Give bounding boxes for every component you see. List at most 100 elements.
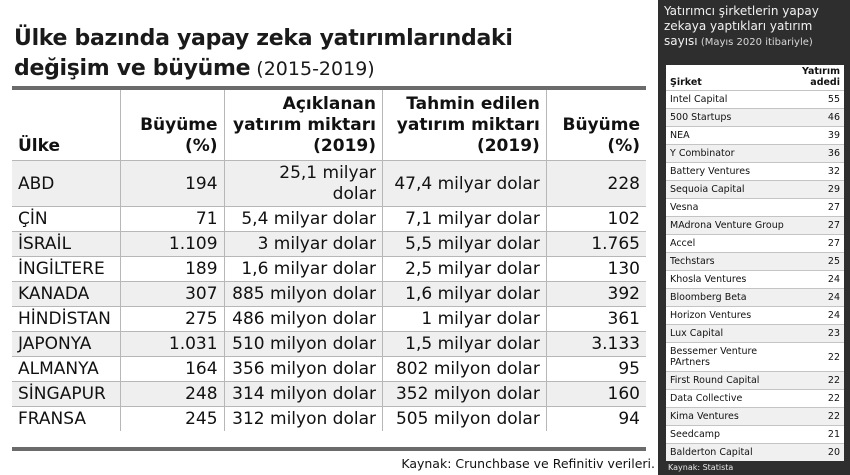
estimated-cell: 352 milyon dolar: [382, 381, 547, 407]
growth1-cell: 194: [120, 160, 225, 207]
company-cell: Bloomberg Beta: [666, 288, 794, 307]
company-cell: Khosla Ventures: [666, 270, 794, 289]
company-cell: Techstars: [666, 252, 794, 271]
table-row: ABD 194 25,1 milyar dolar 47,4 milyar dolar…: [12, 160, 646, 207]
investor-row: Kima Ventures 22: [666, 407, 844, 426]
growth2-cell: 1.765: [546, 231, 646, 257]
side-title-date: (Mayıs 2020 itibariyle): [697, 37, 813, 48]
investor-row: Khosla Ventures 24: [666, 270, 844, 289]
growth2-cell: 160: [546, 381, 646, 407]
investor-row: Techstars 25: [666, 252, 844, 271]
count-cell: 21: [794, 425, 844, 444]
company-cell: Kima Ventures: [666, 407, 794, 426]
country-cell: ABD: [12, 160, 121, 207]
growth1-cell: 245: [120, 406, 225, 431]
company-cell: First Round Capital: [666, 371, 794, 390]
investor-row: Data Collective 22: [666, 389, 844, 408]
growth1-cell: 248: [120, 381, 225, 407]
country-cell: KANADA: [12, 281, 121, 307]
growth2-cell: 130: [546, 256, 646, 282]
country-cell: ALMANYA: [12, 356, 121, 382]
count-cell: 22: [794, 371, 844, 390]
announced-cell: 1,6 milyar dolar: [224, 256, 384, 282]
announced-cell: 5,4 milyar dolar: [224, 206, 384, 232]
estimated-cell: 7,1 milyar dolar: [382, 206, 547, 232]
country-cell: FRANSA: [12, 406, 121, 431]
growth2-cell: 102: [546, 206, 646, 232]
investor-row: Lux Capital 23: [666, 324, 844, 343]
count-cell: 24: [794, 270, 844, 289]
table-row: SİNGAPUR 248 314 milyon dolar 352 milyon do…: [12, 381, 646, 407]
count-cell: 22: [794, 342, 844, 372]
company-cell: Sequoia Capital: [666, 180, 794, 199]
country-cell: İSRAİL: [12, 231, 121, 257]
main-title-years: (2015-2019): [250, 58, 375, 80]
announced-cell: 3 milyar dolar: [224, 231, 384, 257]
investor-row: Balderton Capital 20: [666, 443, 844, 461]
investor-row: Bloomberg Beta 24: [666, 288, 844, 307]
estimated-cell: 1,5 milyar dolar: [382, 331, 547, 357]
table-row: HİNDİSTAN 275 486 milyon dolar 1 milyar dol…: [12, 306, 646, 332]
investor-header-row: Şirket Yatırım adedi: [666, 66, 844, 91]
header-count: Yatırım adedi: [801, 66, 840, 88]
table-row: KANADA 307 885 milyon dolar 1,6 milyar dola…: [12, 281, 646, 307]
growth2-cell: 94: [546, 406, 646, 431]
growth1-cell: 164: [120, 356, 225, 382]
investor-row: Vesna 27: [666, 198, 844, 217]
header-growth-2: Büyüme (%): [546, 90, 646, 161]
table-row: FRANSA 245 312 milyon dolar 505 milyon dola…: [12, 406, 646, 431]
estimated-cell: 505 milyon dolar: [382, 406, 547, 431]
company-cell: NEA: [666, 126, 794, 145]
investor-row: Seedcamp 21: [666, 425, 844, 444]
announced-cell: 486 milyon dolar: [224, 306, 384, 332]
country-cell: JAPONYA: [12, 331, 121, 357]
growth2-cell: 228: [546, 160, 646, 207]
investor-row: Bessemer Venture PArtners 22: [666, 342, 844, 372]
side-title: Yatırımcı şirketlerin yapay zekaya yaptı…: [664, 4, 846, 50]
header-estimated: Tahmin edilen yatırım miktarı (2019): [382, 90, 547, 161]
investor-row: NEA 39: [666, 126, 844, 145]
announced-cell: 312 milyon dolar: [224, 406, 384, 431]
investor-row: Horizon Ventures 24: [666, 306, 844, 325]
table-row: İSRAİL 1.109 3 milyar dolar 5,5 milyar dola…: [12, 231, 646, 257]
investor-row: Sequoia Capital 29: [666, 180, 844, 199]
count-cell: 27: [794, 198, 844, 217]
estimated-cell: 1 milyar dolar: [382, 306, 547, 332]
side-title-main: Yatırımcı şirketlerin yapay zekaya yaptı…: [664, 4, 819, 48]
side-source: Kaynak: Statista: [668, 463, 734, 472]
country-cell: İNGİLTERE: [12, 256, 121, 282]
header-growth-1: Büyüme (%): [120, 90, 225, 161]
company-cell: Battery Ventures: [666, 162, 794, 181]
company-cell: Data Collective: [666, 389, 794, 408]
count-cell: 22: [794, 389, 844, 408]
header-announced: Açıklanan yatırım miktarı (2019): [224, 90, 384, 161]
announced-cell: 356 milyon dolar: [224, 356, 384, 382]
growth1-cell: 189: [120, 256, 225, 282]
table-bottom-rule: [12, 447, 646, 451]
count-cell: 55: [794, 90, 844, 109]
count-cell: 25: [794, 252, 844, 271]
company-cell: Horizon Ventures: [666, 306, 794, 325]
table-top-rule: [12, 86, 646, 90]
investor-row: Intel Capital 55: [666, 90, 844, 109]
growth1-cell: 1.031: [120, 331, 225, 357]
header-company: Şirket: [670, 76, 702, 88]
company-cell: Accel: [666, 234, 794, 253]
estimated-cell: 5,5 milyar dolar: [382, 231, 547, 257]
main-title-line1: Ülke bazında yapay zeka yatırımlarındaki: [14, 26, 513, 51]
count-cell: 36: [794, 144, 844, 163]
country-cell: HİNDİSTAN: [12, 306, 121, 332]
count-cell: 29: [794, 180, 844, 199]
investor-row: First Round Capital 22: [666, 371, 844, 390]
investor-table: Şirket Yatırım adedi Intel Capital 55 500 …: [666, 66, 844, 461]
announced-cell: 885 milyon dolar: [224, 281, 384, 307]
main-title-line2: değişim ve büyüme: [14, 56, 251, 81]
table-row: ÇİN 71 5,4 milyar dolar 7,1 milyar dolar 102: [12, 206, 646, 232]
estimated-cell: 2,5 milyar dolar: [382, 256, 547, 282]
table-row: İNGİLTERE 189 1,6 milyar dolar 2,5 milyar d…: [12, 256, 646, 282]
country-cell: SİNGAPUR: [12, 381, 121, 407]
investor-row: Y Combinator 36: [666, 144, 844, 163]
header-country: Ülke: [12, 90, 121, 161]
company-cell: MAdrona Venture Group: [666, 216, 794, 235]
estimated-cell: 1,6 milyar dolar: [382, 281, 547, 307]
